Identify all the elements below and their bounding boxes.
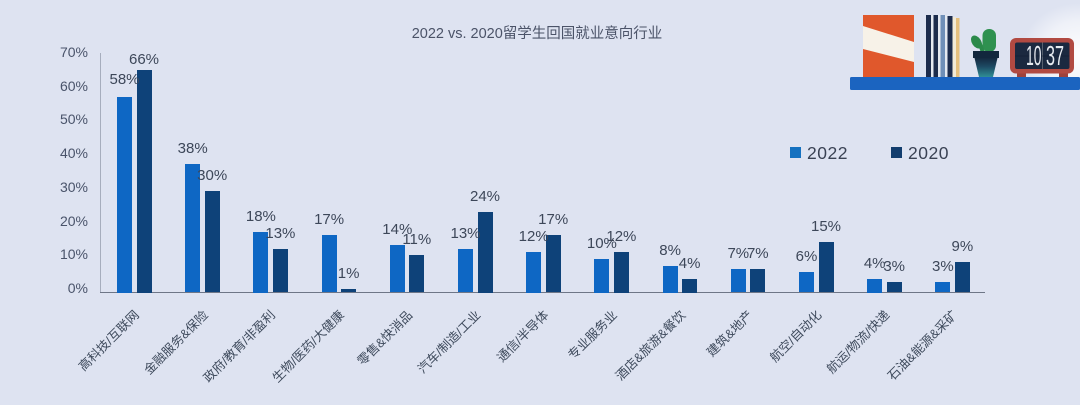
svg-text:37: 37 bbox=[1046, 40, 1064, 71]
svg-text:10: 10 bbox=[1026, 40, 1042, 71]
